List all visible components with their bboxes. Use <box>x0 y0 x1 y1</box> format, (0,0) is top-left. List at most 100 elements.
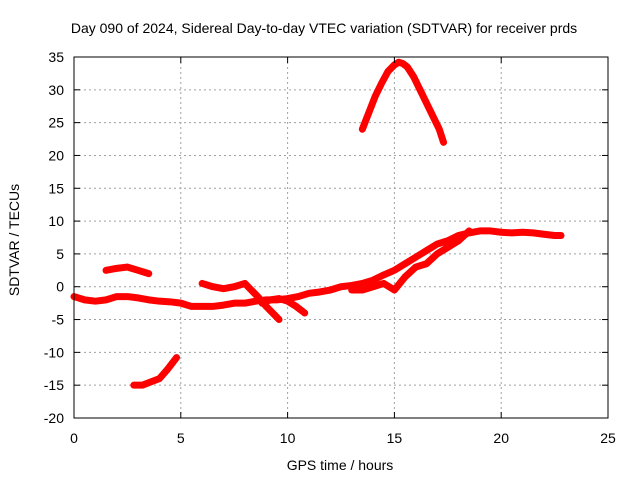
data-point <box>365 109 372 116</box>
data-point <box>241 300 248 307</box>
y-tick-label: 20 <box>48 147 64 163</box>
data-point <box>423 260 430 267</box>
data-point <box>147 378 154 385</box>
data-point <box>558 232 565 239</box>
y-tick-label: -5 <box>52 312 65 328</box>
data-point <box>130 382 137 389</box>
y-tick-label: 5 <box>56 246 64 262</box>
data-point <box>301 309 308 316</box>
data-point <box>145 296 152 303</box>
data-point <box>380 271 387 278</box>
data-point <box>412 254 419 261</box>
y-tick-label: -10 <box>44 344 64 360</box>
y-axis-label: SDTVAR / TECUs <box>6 184 22 296</box>
chart-title: Day 090 of 2024, Sidereal Day-to-day VTE… <box>71 20 577 36</box>
data-point <box>423 99 430 106</box>
data-point <box>209 283 216 290</box>
data-point <box>81 296 88 303</box>
y-tick-label: -15 <box>44 377 64 393</box>
data-point <box>359 126 366 133</box>
data-point <box>380 280 387 287</box>
y-tick-label: 10 <box>48 213 64 229</box>
data-point <box>423 247 430 254</box>
data-point <box>404 63 411 70</box>
data-point <box>241 280 248 287</box>
data-point <box>399 60 406 67</box>
x-tick-label: 0 <box>70 430 78 446</box>
data-point <box>135 294 142 301</box>
data-point <box>177 300 184 307</box>
data-point <box>417 86 424 93</box>
data-point <box>440 139 447 146</box>
y-tick-label: 15 <box>48 180 64 196</box>
data-point <box>391 267 398 274</box>
data-point <box>284 298 291 305</box>
data-point <box>498 229 505 236</box>
data-point <box>436 126 443 133</box>
data-point <box>327 287 334 294</box>
data-point <box>199 303 206 310</box>
x-tick-label: 15 <box>387 430 403 446</box>
series-line-arc-4 <box>198 279 283 324</box>
data-point <box>267 296 274 303</box>
x-tick-label: 5 <box>177 430 185 446</box>
data-point <box>378 80 385 87</box>
data-point <box>530 229 537 236</box>
data-point <box>231 300 238 307</box>
data-point <box>231 283 238 290</box>
data-point <box>139 382 146 389</box>
data-point <box>305 290 312 297</box>
data-point <box>466 227 473 234</box>
data-point <box>188 303 195 310</box>
data-point <box>444 244 451 251</box>
data-point <box>487 227 494 234</box>
data-series <box>70 58 565 389</box>
data-point <box>295 293 302 300</box>
axis-ticks: 0 5 10 15 20 25 -20 -15 -10 -5 0 5 10 15 20 25 30 35 <box>44 49 616 446</box>
data-point <box>173 354 180 361</box>
data-point <box>220 302 227 309</box>
data-point <box>384 68 391 75</box>
data-point <box>372 93 379 100</box>
data-point <box>434 241 441 248</box>
y-tick-label: 35 <box>48 49 64 65</box>
data-point <box>391 287 398 294</box>
data-point <box>113 265 120 272</box>
data-point <box>370 277 377 284</box>
x-tick-label: 25 <box>600 430 616 446</box>
data-point <box>199 280 206 287</box>
data-point <box>156 298 163 305</box>
data-point <box>113 293 120 300</box>
data-point <box>276 295 283 302</box>
data-point <box>429 113 436 120</box>
data-point <box>164 365 171 372</box>
data-point <box>103 296 110 303</box>
data-point <box>434 250 441 257</box>
data-point <box>359 280 366 287</box>
data-point <box>316 288 323 295</box>
data-point <box>156 375 163 382</box>
data-point <box>402 260 409 267</box>
data-point <box>248 287 255 294</box>
y-tick-label: 0 <box>56 279 64 295</box>
data-point <box>551 232 558 239</box>
y-tick-label: 30 <box>48 82 64 98</box>
data-point <box>269 309 276 316</box>
data-point <box>338 283 344 290</box>
data-point <box>124 293 131 300</box>
data-point <box>92 298 99 305</box>
data-point <box>370 283 377 290</box>
data-point <box>135 267 142 274</box>
data-point <box>103 267 110 274</box>
plot-frame <box>73 56 609 419</box>
y-tick-label: 25 <box>48 115 64 131</box>
data-point <box>410 73 417 80</box>
data-point <box>519 229 526 236</box>
data-point <box>258 300 265 307</box>
data-point <box>145 270 152 277</box>
x-tick-label: 10 <box>280 430 296 446</box>
data-point <box>167 298 174 305</box>
data-point <box>359 287 366 294</box>
data-point <box>220 285 227 292</box>
